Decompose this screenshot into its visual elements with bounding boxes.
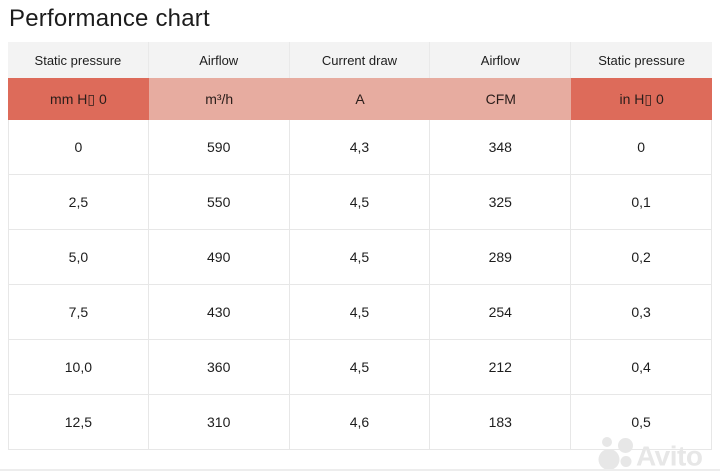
table-cell: 550 (148, 175, 290, 230)
unit-cell-m3h: m³/h (148, 78, 290, 120)
table-cell: 490 (148, 230, 290, 285)
table-cell: 310 (148, 395, 290, 450)
header-cell-current-draw: Current draw (289, 42, 431, 78)
table-cell: 2,5 (8, 175, 149, 230)
table-cell: 4,5 (289, 230, 431, 285)
table-cell: 348 (430, 120, 572, 175)
table-cell: 0 (571, 120, 712, 175)
page-title: Performance chart (9, 5, 210, 32)
header-cell-airflow-imperial: Airflow (430, 42, 572, 78)
table-cell: 10,0 (8, 340, 149, 395)
table-cell: 4,5 (289, 285, 431, 340)
table-cell: 430 (148, 285, 290, 340)
table-cell: 4,3 (289, 120, 431, 175)
table-cell: 5,0 (8, 230, 149, 285)
unit-cell-mm-h2o: mm H▯ 0 (8, 78, 149, 120)
table-cell: 0,1 (571, 175, 712, 230)
header-cell-airflow-metric: Airflow (148, 42, 290, 78)
table-cell: 0 (8, 120, 149, 175)
header-cell-static-pressure-imperial: Static pressure (571, 42, 712, 78)
unit-cell-in-h2o: in H▯ 0 (571, 78, 712, 120)
table-cell: 0,4 (571, 340, 712, 395)
page-bottom-edge (0, 469, 720, 471)
performance-table: Static pressure Airflow Current draw Air… (8, 42, 712, 450)
table-cell: 7,5 (8, 285, 149, 340)
table-cell: 289 (430, 230, 572, 285)
table-cell: 590 (148, 120, 290, 175)
table-cell: 0,3 (571, 285, 712, 340)
table-cell: 212 (430, 340, 572, 395)
table-cell: 360 (148, 340, 290, 395)
header-cell-static-pressure-metric: Static pressure (8, 42, 149, 78)
table-cell: 4,6 (289, 395, 431, 450)
table-cell: 4,5 (289, 175, 431, 230)
table-cell: 12,5 (8, 395, 149, 450)
unit-cell-cfm: CFM (430, 78, 572, 120)
table-cell: 254 (430, 285, 572, 340)
table-cell: 0,2 (571, 230, 712, 285)
table-cell: 0,5 (571, 395, 712, 450)
table-cell: 183 (430, 395, 572, 450)
unit-cell-amps: A (289, 78, 431, 120)
table-cell: 4,5 (289, 340, 431, 395)
avito-logo-icon (598, 437, 633, 470)
avito-watermark-label: Avito (636, 441, 703, 472)
avito-watermark: Avito (598, 437, 703, 472)
table-cell: 325 (430, 175, 572, 230)
